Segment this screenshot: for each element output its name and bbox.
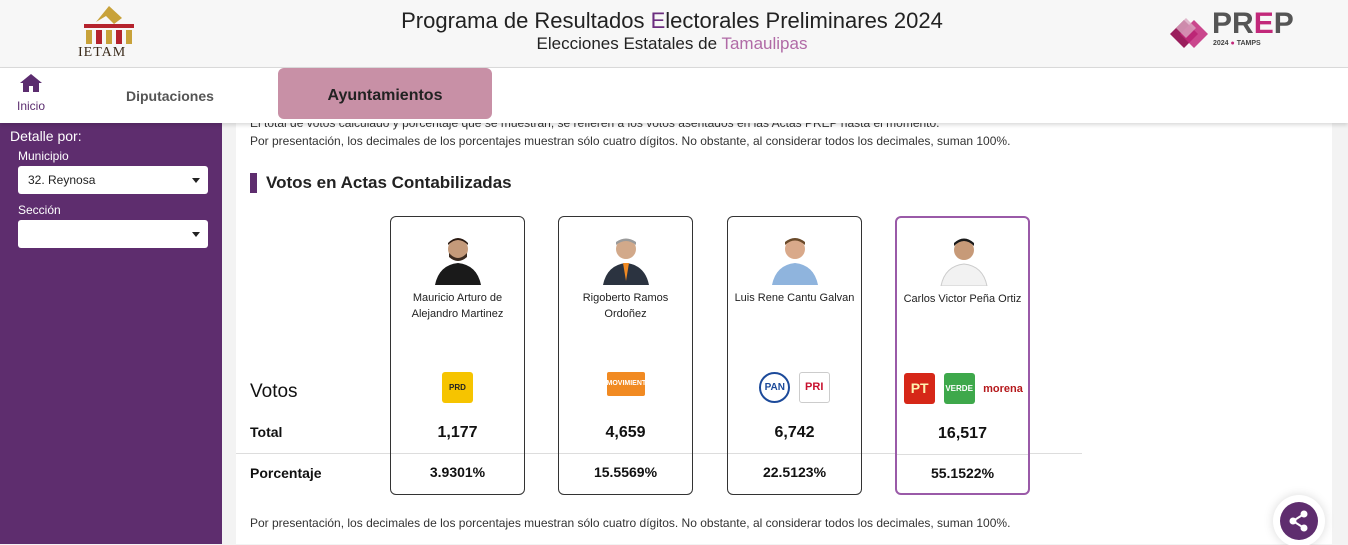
- page-title: Programa de Resultados Electorales Preli…: [401, 8, 943, 33]
- candidate-percentage: 22.5123%: [762, 464, 827, 480]
- main-navbar: Inicio Diputaciones Ayuntamientos: [0, 68, 1348, 123]
- chevron-down-icon: [192, 232, 200, 237]
- share-button[interactable]: [1280, 502, 1318, 540]
- candidate-total: 16,517: [938, 425, 987, 442]
- pt-logo-icon: PT: [904, 373, 936, 404]
- party-logos: PT VERDE morena: [897, 373, 1028, 407]
- card-divider: [391, 453, 524, 454]
- party-logos: MOVIMIENTO CIUDADANO: [559, 372, 692, 411]
- candidate-total: 4,659: [605, 424, 646, 441]
- candidate-photo: [431, 231, 485, 285]
- municipio-select[interactable]: 32. Reynosa: [18, 166, 208, 194]
- card-divider: [728, 453, 861, 454]
- sidebar-title: Detalle por:: [10, 128, 82, 144]
- candidate-name: Rigoberto Ramos Ordoñez: [582, 292, 669, 320]
- prep-wordmark: PREP: [1212, 7, 1294, 40]
- page-subtitle: Elecciones Estatales de Tamaulipas: [536, 34, 808, 53]
- municipio-label: Municipio: [18, 149, 69, 163]
- pri-logo-icon: PRI: [798, 372, 830, 403]
- main-content: El total de votos calculado y porcentaje…: [236, 116, 1332, 544]
- nav-home[interactable]: Inicio: [12, 74, 50, 113]
- candidate-photo: [768, 231, 822, 285]
- row-label-total: Total: [250, 424, 283, 440]
- candidate-percentage: 15.5569%: [593, 464, 658, 480]
- morena-logo-icon: morena: [983, 382, 1023, 395]
- seccion-select[interactable]: [18, 220, 208, 248]
- chevron-down-icon: [192, 178, 200, 183]
- candidate-name: Mauricio Arturo de Alejandro Martinez: [411, 292, 504, 320]
- candidate-photo: [599, 231, 653, 285]
- seccion-label: Sección: [18, 203, 61, 217]
- candidate-total: 6,742: [774, 424, 815, 441]
- prep-subtitle: 2024 ● TAMPS: [1213, 40, 1261, 47]
- row-label-votos: Votos: [250, 381, 298, 402]
- section-marker: [250, 173, 257, 193]
- ietam-name: IETAM: [78, 45, 127, 60]
- candidate-percentage: 55.1522%: [930, 465, 995, 481]
- movimiento-ciudadano-logo-icon: MOVIMIENTO CIUDADANO: [606, 372, 651, 411]
- nav-home-label: Inicio: [16, 99, 45, 113]
- tab-diputaciones[interactable]: Diputaciones: [126, 88, 214, 104]
- party-logos: PAN PRI: [728, 372, 861, 406]
- party-logos: PRD: [391, 372, 524, 406]
- row-label-porcentaje: Porcentaje: [250, 465, 322, 481]
- section-title: Votos en Actas Contabilizadas: [266, 173, 512, 192]
- candidate-card[interactable]: Mauricio Arturo de Alejandro Martinez PR…: [390, 216, 525, 495]
- note-bottom: Por presentación, los decimales de los p…: [250, 516, 1011, 530]
- card-divider: [897, 454, 1028, 455]
- verde-logo-icon: VERDE: [943, 373, 975, 404]
- candidate-name: Luis Rene Cantu Galvan: [734, 292, 855, 304]
- share-icon: [1289, 510, 1308, 532]
- prep-logo-icon[interactable]: [1168, 10, 1302, 54]
- candidate-card[interactable]: Luis Rene Cantu Galvan PAN PRI 6,742 22.…: [727, 216, 862, 495]
- header: IETAM Programa de Resultados Electorales…: [0, 0, 1348, 68]
- candidate-percentage: 3.9301%: [429, 464, 486, 480]
- tab-ayuntamientos[interactable]: Ayuntamientos: [278, 68, 492, 119]
- pan-logo-icon: PAN: [759, 372, 791, 403]
- sidebar: Detalle por: Municipio 32. Reynosa Secci…: [0, 123, 222, 544]
- candidate-card[interactable]: Rigoberto Ramos Ordoñez MOVIMIENTO CIUDA…: [558, 216, 693, 495]
- home-icon: [20, 74, 42, 92]
- card-divider: [559, 453, 692, 454]
- candidate-name: Carlos Victor Peña Ortiz: [903, 293, 1022, 305]
- candidate-total: 1,177: [437, 424, 478, 441]
- municipio-value: 32. Reynosa: [28, 173, 96, 187]
- prd-logo-icon: PRD: [442, 372, 473, 403]
- candidate-card-winner[interactable]: Carlos Victor Peña Ortiz PT VERDE morena…: [895, 216, 1030, 495]
- candidate-photo: [937, 232, 991, 286]
- note-top-2: Por presentación, los decimales de los p…: [250, 134, 1011, 148]
- ietam-logo[interactable]: [76, 2, 142, 62]
